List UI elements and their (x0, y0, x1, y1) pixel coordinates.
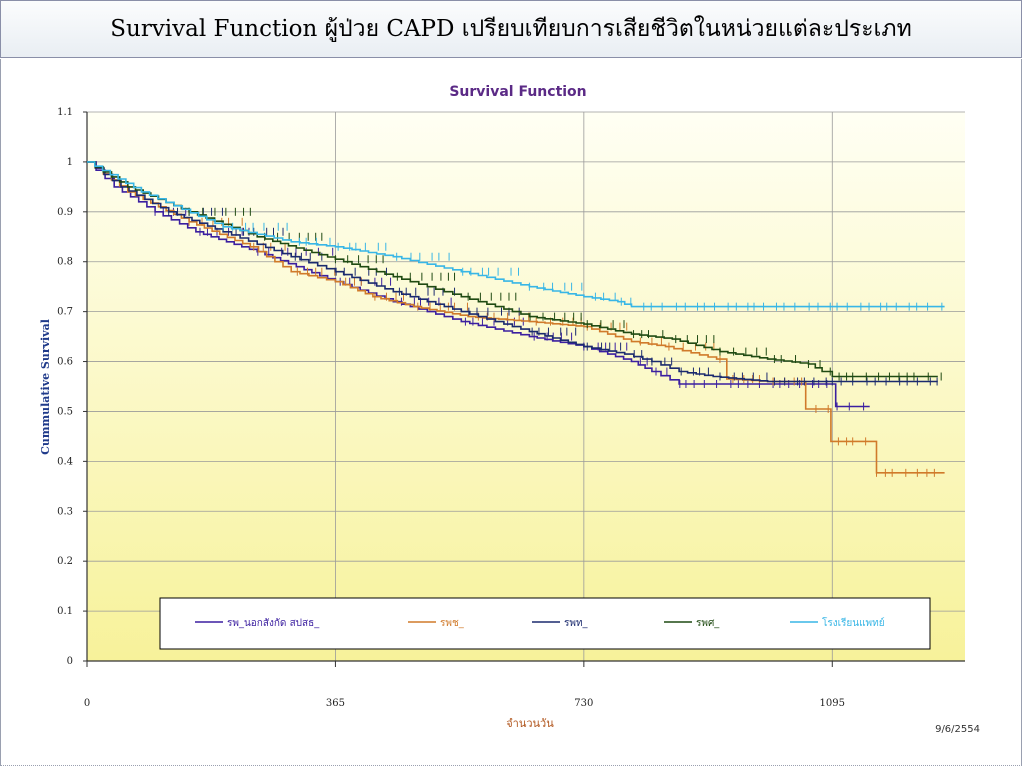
survival-curve (87, 161, 945, 308)
y-tick-label: 0.4 (57, 456, 73, 467)
legend-item-3: รพท_ (532, 618, 589, 629)
y-tick-label: 1 (67, 157, 73, 168)
y-axis-label: Cummulative Survival (39, 319, 52, 455)
legend-label: โรงเรียนแพทย์ (822, 616, 885, 629)
legend-box (159, 597, 931, 650)
censor-marks (168, 207, 938, 386)
legend-label: รพท_ (564, 618, 589, 629)
y-tick-label: 0.8 (57, 257, 73, 268)
series-4 (87, 161, 942, 381)
censor-marks (188, 207, 942, 381)
series-5 (87, 161, 945, 311)
slide-header: Survival Function ผู้ป่วย CAPD เปรียบเที… (0, 0, 1022, 58)
series-layer (87, 161, 945, 477)
y-tick-label: 0.9 (57, 207, 73, 218)
y-tick-label: 0.6 (57, 357, 73, 368)
y-tick-label: 0.3 (57, 506, 73, 517)
legend-item-2: รพช_ (408, 618, 465, 629)
chart-frame (0, 59, 1022, 766)
plot-area (87, 112, 965, 661)
x-tick-label: 365 (326, 698, 345, 709)
x-axis-label: จำนวนวัน (506, 717, 554, 730)
y-tick-label: 0 (67, 656, 73, 667)
legend-label: รพศ_ (696, 618, 720, 629)
legend-item-5: โรงเรียนแพทย์ (790, 616, 885, 629)
survival-curve (87, 161, 938, 378)
y-tick-label: 0.7 (57, 307, 73, 318)
chart-title: Survival Function (449, 84, 586, 100)
y-tick-label: 1.1 (57, 107, 73, 118)
slide-title: Survival Function ผู้ป่วย CAPD เปรียบเที… (110, 16, 912, 42)
grid-lines (87, 111, 965, 661)
series-3 (87, 161, 938, 386)
x-tick-label: 1095 (820, 698, 845, 709)
x-tick-label: 730 (574, 698, 593, 709)
censor-marks (222, 222, 943, 311)
axes: 0 0.1 0.2 0.3 0.4 0.5 0.6 0.7 0.8 0.9 1 1.1 0 365 730 1… (57, 107, 965, 709)
legend-item-1: รพ_นอกสังกัด สปสธ_ (195, 618, 320, 629)
y-tick-label: 0.2 (57, 556, 73, 567)
x-tick-label: 0 (84, 698, 90, 709)
legend-label: รพ_นอกสังกัด สปสธ_ (227, 618, 320, 629)
y-tick-label: 0.1 (57, 606, 73, 617)
survival-curve (87, 161, 938, 383)
y-tick-label: 0.5 (57, 406, 73, 417)
date-footnote: 9/6/2554 (935, 724, 980, 735)
legend-label: รพช_ (440, 618, 465, 629)
legend-item-4: รพศ_ (664, 618, 720, 629)
legend: รพ_นอกสังกัด สปสธ_ รพช_ รพท_ รพศ_ โรงเรียนแพ… (159, 597, 931, 650)
